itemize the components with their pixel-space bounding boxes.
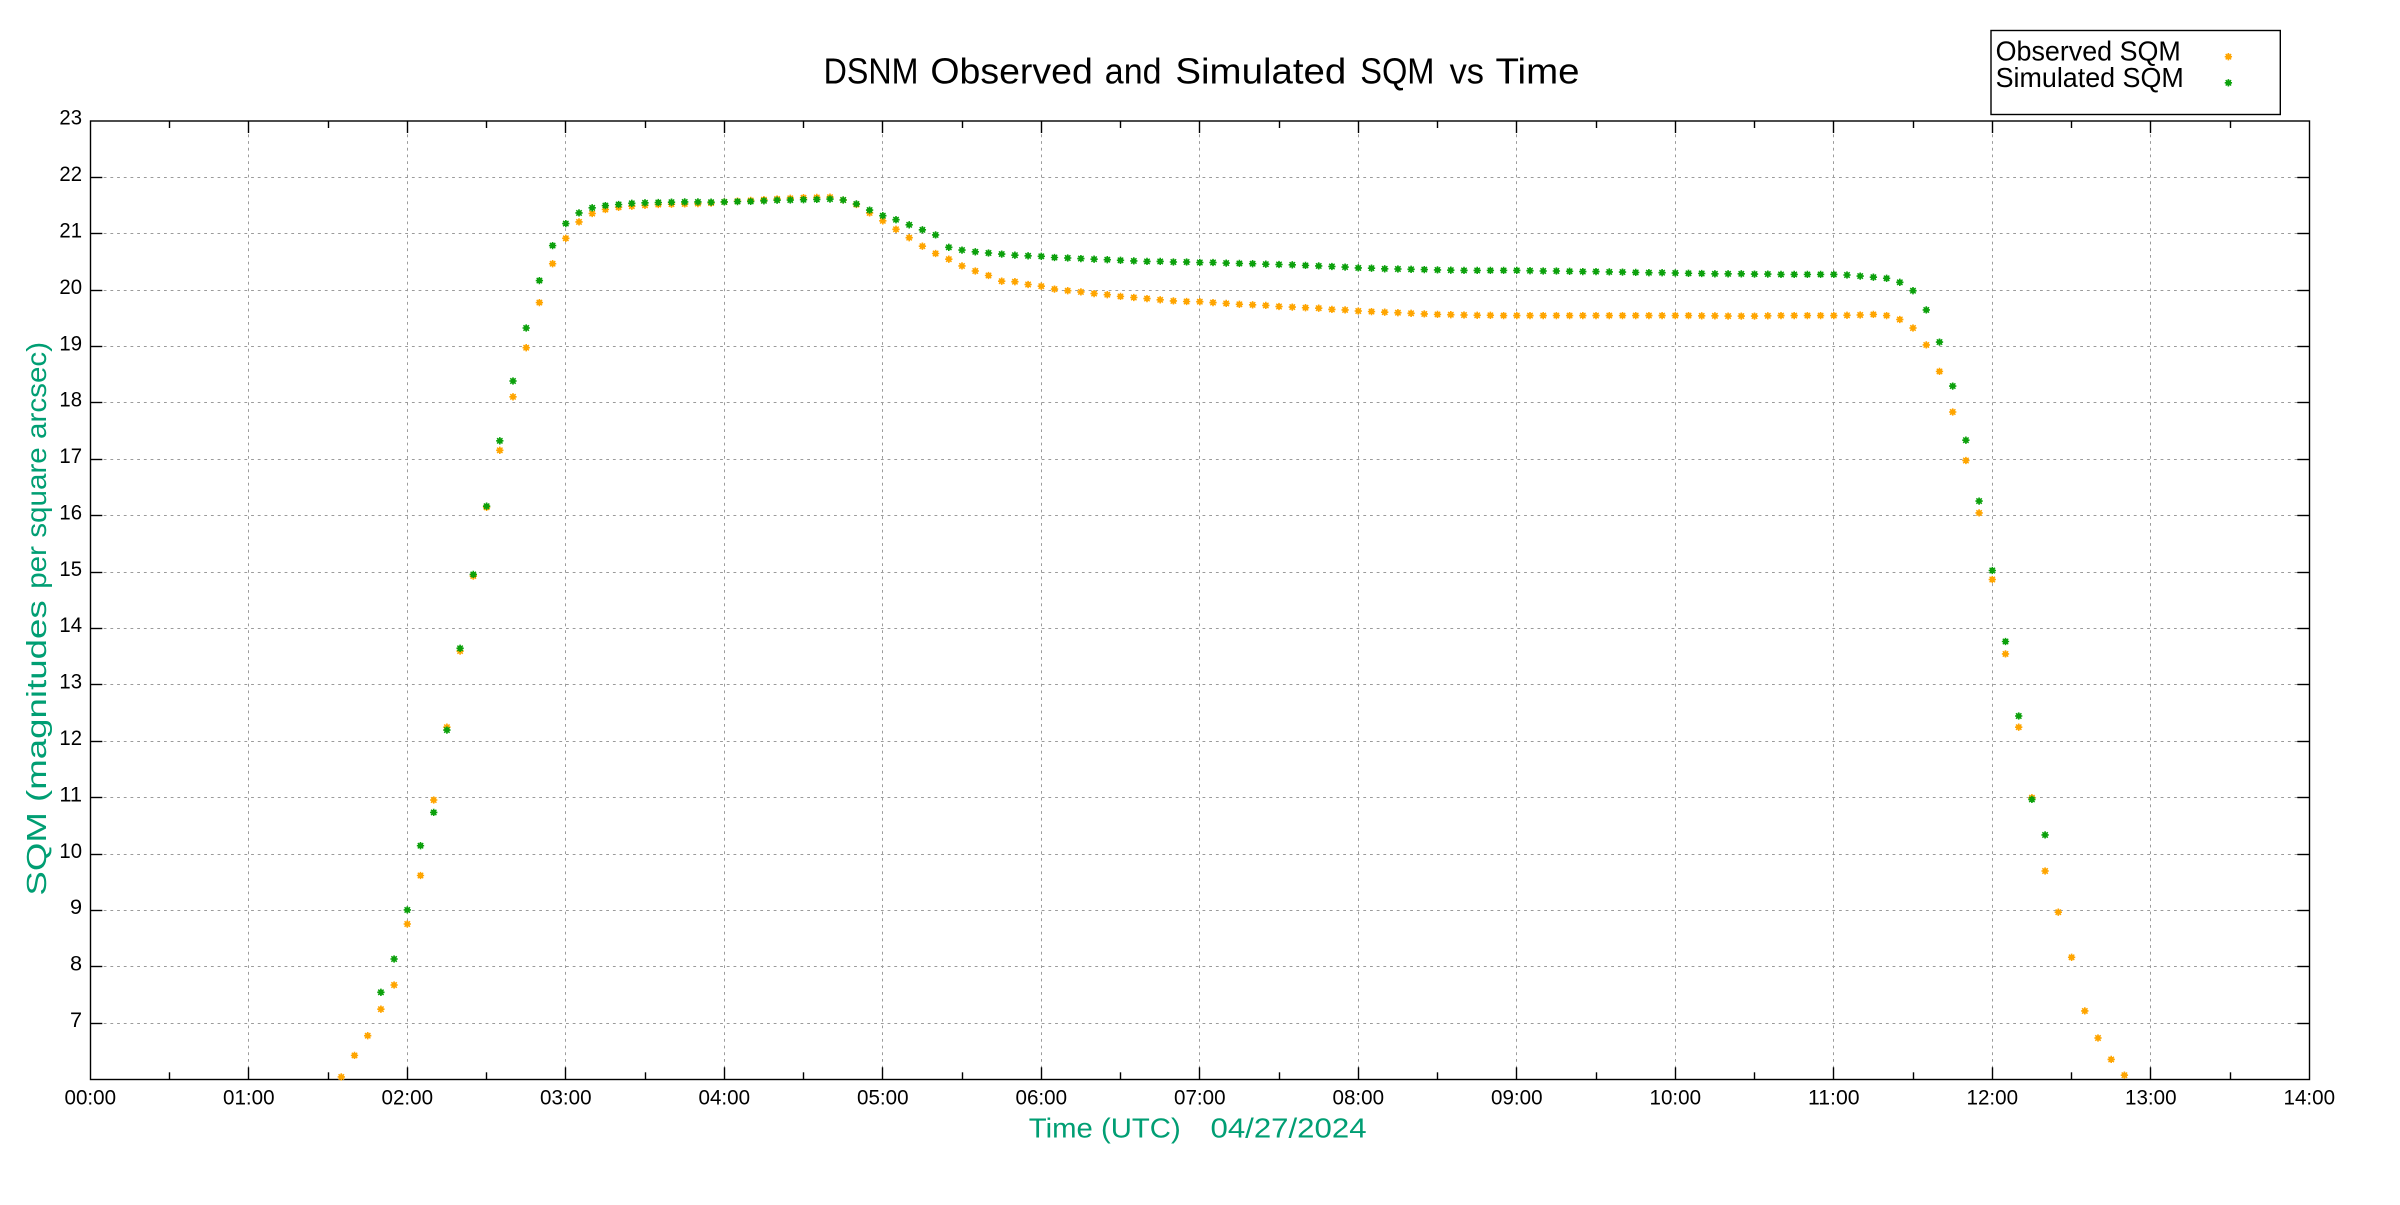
svg-text:Observed: Observed bbox=[930, 51, 1092, 92]
svg-text:Simulated SQM: Simulated SQM bbox=[1996, 61, 2184, 93]
svg-text:14: 14 bbox=[59, 612, 82, 637]
svg-text:23: 23 bbox=[59, 105, 82, 130]
svg-text:SQM: SQM bbox=[1360, 51, 1434, 92]
svg-text:vs: vs bbox=[1450, 51, 1484, 92]
svg-text:Time (UTC): Time (UTC) bbox=[1029, 1113, 1181, 1144]
svg-text:10: 10 bbox=[59, 838, 82, 863]
svg-text:and: and bbox=[1105, 51, 1162, 92]
svg-text:09:00: 09:00 bbox=[1491, 1085, 1543, 1110]
svg-text:20: 20 bbox=[59, 274, 82, 299]
svg-text:Time: Time bbox=[1496, 51, 1580, 92]
svg-text:04/27/2024: 04/27/2024 bbox=[1211, 1113, 1367, 1144]
svg-text:03:00: 03:00 bbox=[540, 1085, 592, 1110]
svg-text:DSNM: DSNM bbox=[824, 51, 919, 92]
svg-text:11: 11 bbox=[59, 781, 82, 806]
svg-text:8: 8 bbox=[70, 951, 82, 976]
svg-text:16: 16 bbox=[59, 500, 82, 525]
svg-text:17: 17 bbox=[59, 443, 82, 468]
svg-text:21: 21 bbox=[59, 218, 82, 243]
svg-text:13: 13 bbox=[59, 669, 82, 694]
svg-text:00:00: 00:00 bbox=[65, 1085, 117, 1110]
svg-text:12:00: 12:00 bbox=[1967, 1085, 2019, 1110]
svg-text:04:00: 04:00 bbox=[699, 1085, 751, 1110]
svg-text:7: 7 bbox=[70, 1007, 82, 1032]
svg-text:18: 18 bbox=[59, 387, 82, 412]
svg-text:12: 12 bbox=[59, 725, 82, 750]
svg-text:19: 19 bbox=[59, 330, 82, 355]
svg-text:08:00: 08:00 bbox=[1333, 1085, 1385, 1110]
svg-text:SQM (magnitudes: SQM (magnitudes bbox=[20, 600, 52, 895]
svg-text:15: 15 bbox=[59, 556, 82, 581]
svg-text:11:00: 11:00 bbox=[1808, 1085, 1860, 1110]
svg-text:Simulated: Simulated bbox=[1175, 51, 1346, 92]
svg-text:05:00: 05:00 bbox=[857, 1085, 909, 1110]
svg-text:per square arcsec): per square arcsec) bbox=[22, 342, 53, 589]
svg-text:9: 9 bbox=[70, 894, 82, 919]
svg-text:22: 22 bbox=[59, 161, 82, 186]
svg-text:14:00: 14:00 bbox=[2284, 1085, 2336, 1110]
svg-text:01:00: 01:00 bbox=[223, 1085, 275, 1110]
svg-text:07:00: 07:00 bbox=[1174, 1085, 1226, 1110]
svg-text:Observed SQM: Observed SQM bbox=[1996, 35, 2181, 67]
svg-text:10:00: 10:00 bbox=[1650, 1085, 1702, 1110]
svg-text:06:00: 06:00 bbox=[1016, 1085, 1068, 1110]
svg-text:02:00: 02:00 bbox=[382, 1085, 434, 1110]
svg-text:13:00: 13:00 bbox=[2125, 1085, 2177, 1110]
